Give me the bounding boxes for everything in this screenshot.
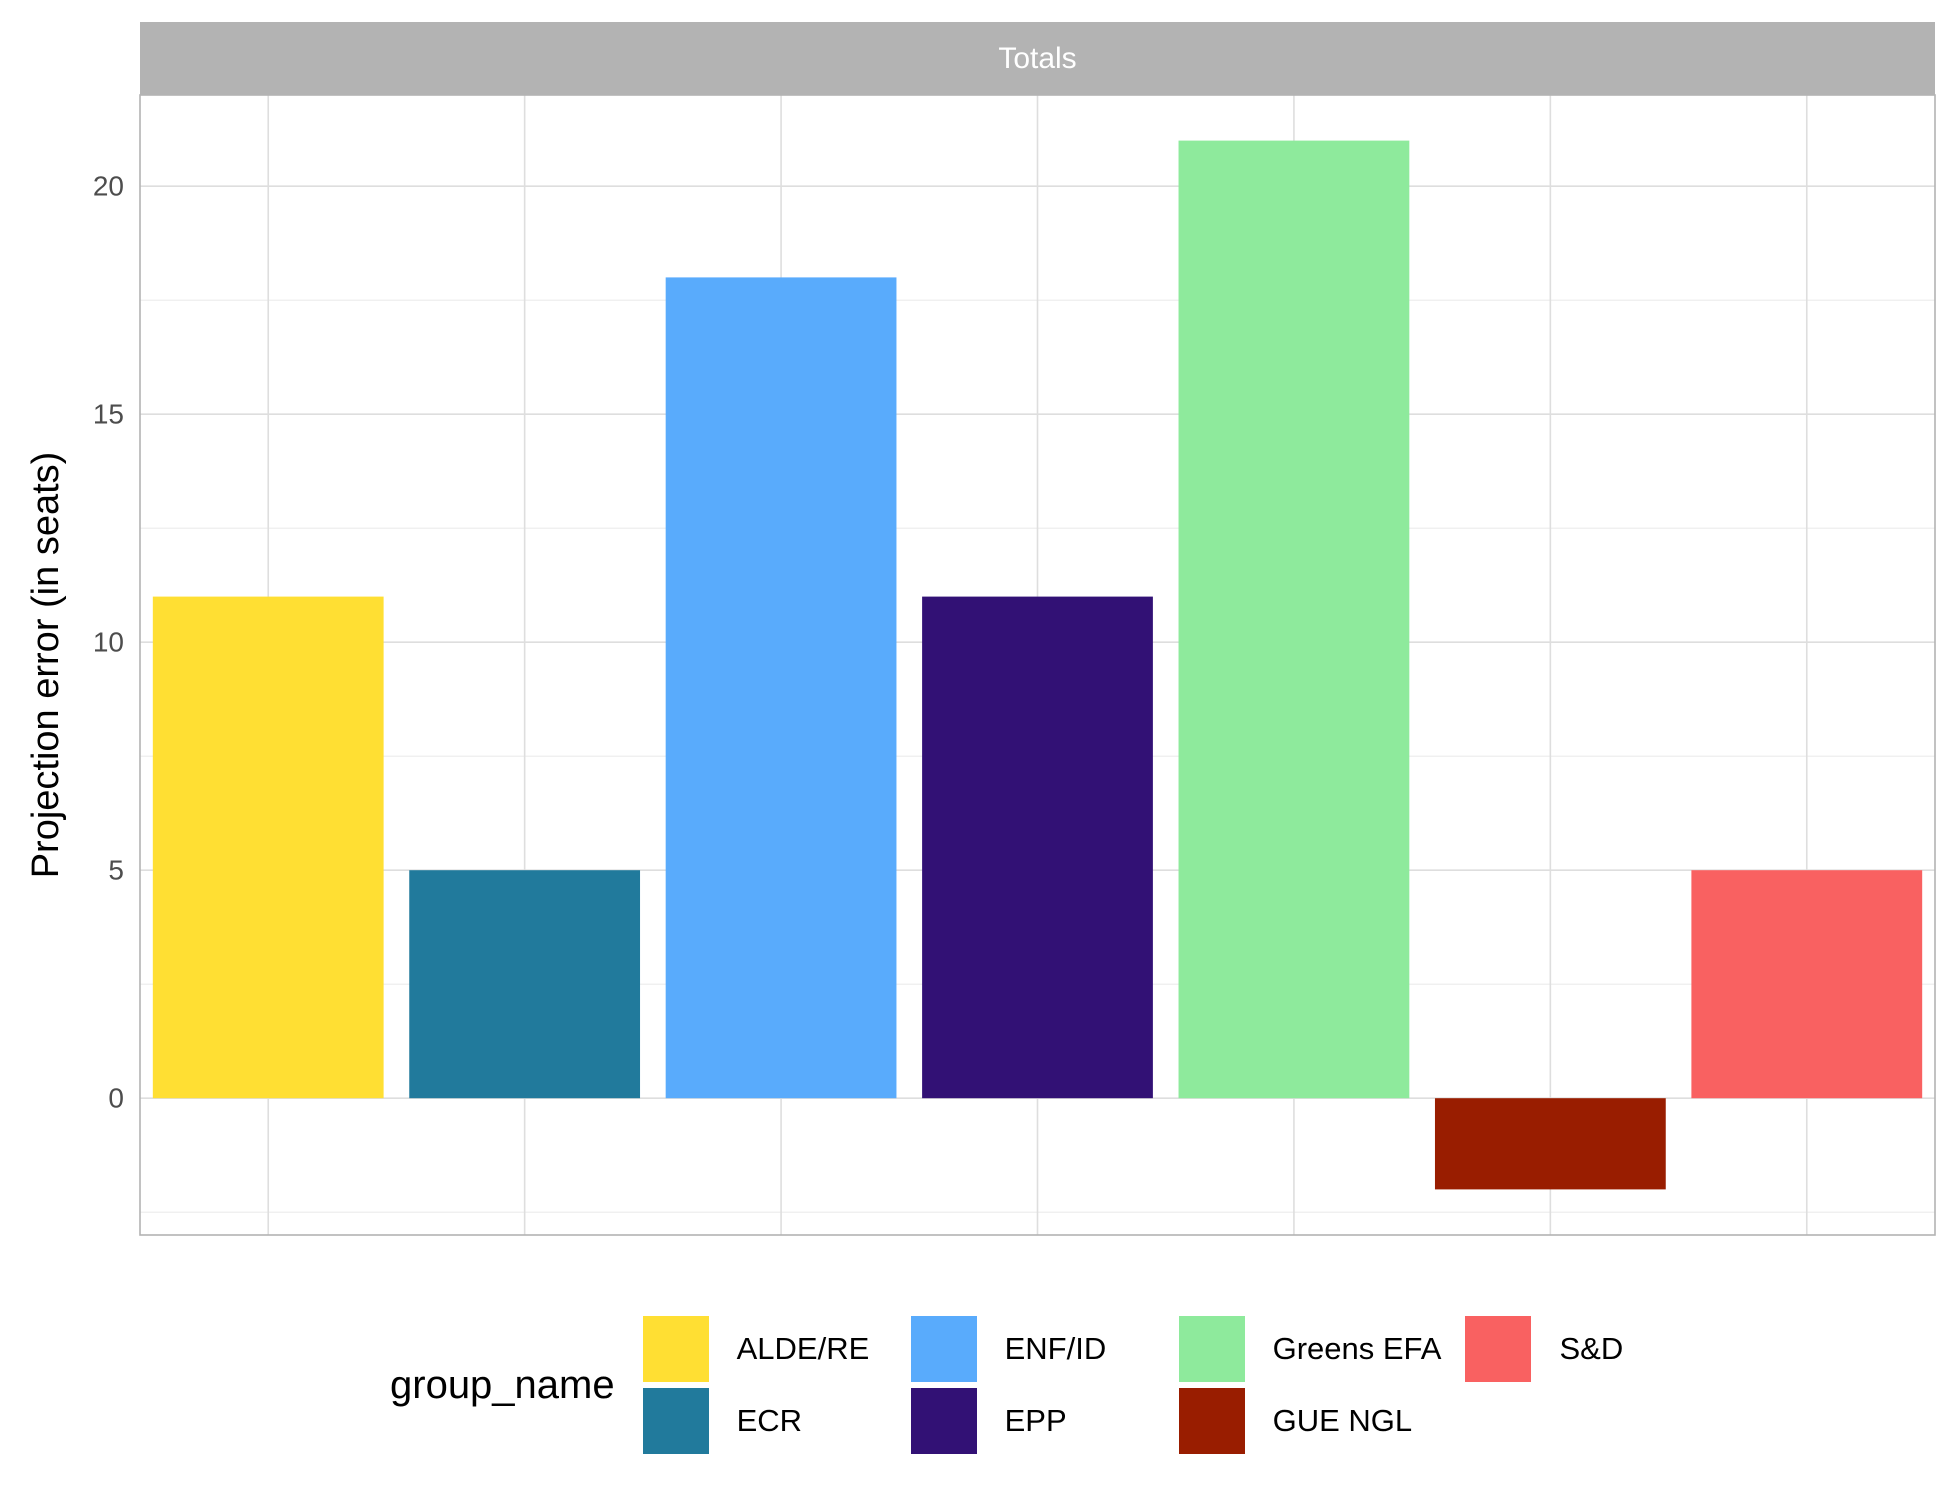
legend-item: ECR [642, 1387, 887, 1455]
legend-key [642, 1388, 709, 1454]
legend-key [910, 1316, 977, 1382]
y-axis-title: Projection error (in seats) [25, 452, 67, 879]
bar [1691, 870, 1923, 1099]
legend: group_name ALDE/RE ECR ENF/ID EPP Greens EFA… [390, 1310, 1733, 1460]
bar [922, 596, 1153, 1099]
legend-label: ECR [736, 1403, 803, 1438]
bar [1178, 140, 1410, 1099]
bar [1434, 1098, 1666, 1190]
legend-label: GUE NGL [1272, 1403, 1413, 1438]
y-tick-label: 0 [108, 1083, 124, 1114]
y-tick-label: 5 [108, 855, 124, 886]
legend-item: ENF/ID [910, 1315, 1155, 1383]
legend-key [642, 1316, 709, 1382]
bar [665, 277, 897, 1099]
legend-label: S&D [1559, 1331, 1624, 1366]
legend-label: Greens EFA [1272, 1331, 1442, 1366]
legend-label: EPP [1004, 1403, 1067, 1438]
legend-entries: ALDE/RE ECR ENF/ID EPP Greens EFA GUE NGL S&D [642, 1315, 1734, 1455]
bar [152, 596, 384, 1099]
legend-key [1178, 1388, 1245, 1454]
legend-item: EPP [910, 1387, 1155, 1455]
facet-title: Totals [998, 42, 1076, 75]
legend-item: S&D [1465, 1315, 1709, 1383]
legend-label: ENF/ID [1004, 1331, 1107, 1366]
facet-strip [140, 22, 1935, 95]
y-tick-label: 15 [93, 399, 124, 430]
legend-key [910, 1388, 977, 1454]
legend-item: Greens EFA [1178, 1315, 1442, 1383]
bar-layer [152, 140, 1923, 1190]
legend-item: GUE NGL [1178, 1387, 1442, 1455]
legend-label: ALDE/RE [736, 1331, 870, 1366]
legend-key [1178, 1316, 1245, 1382]
legend-title: group_name [390, 1362, 615, 1407]
legend-item: ALDE/RE [642, 1315, 887, 1383]
y-tick-labels: 0 5 10 15 20 [93, 171, 124, 1114]
legend-key [1465, 1316, 1532, 1382]
y-tick-label: 20 [93, 171, 124, 202]
y-tick-label: 10 [93, 627, 124, 658]
bar [409, 870, 641, 1099]
